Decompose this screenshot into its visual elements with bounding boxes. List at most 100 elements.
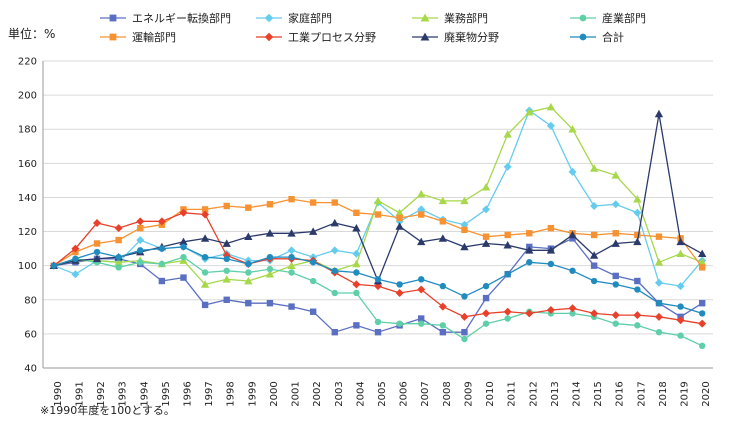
series-path [53,106,703,286]
data-point [114,224,123,233]
data-point [158,277,166,285]
data-point [265,229,275,237]
x-tick-label: 2018 [658,381,669,406]
x-tick-label: 2010 [485,381,496,406]
data-point [633,237,642,246]
y-tick-label: 60 [24,329,37,340]
y-tick-label: 140 [18,193,37,204]
data-point [504,270,511,278]
data-point [568,125,577,133]
legend-label: 工業プロセス分野 [288,31,376,44]
data-point [115,236,122,244]
series-path [53,212,703,325]
data-point [569,235,576,242]
x-tick-label: 2009 [463,381,474,406]
data-point [482,233,490,240]
y-tick-label: 100 [18,261,37,272]
data-point [374,328,382,336]
legend-label: エネルギー転換部門 [132,11,231,25]
data-point [568,304,577,313]
data-point [504,315,511,322]
data-point [158,245,166,252]
data-point [420,32,430,41]
data-point [438,196,447,205]
y-tick-label: 220 [18,57,37,68]
data-point [417,189,426,198]
legend-item: 家庭部門 [256,11,332,25]
data-point [698,264,706,271]
data-point [676,316,685,325]
data-point [417,237,426,246]
data-point [611,311,620,320]
data-point [331,328,338,336]
data-point [331,267,338,274]
data-point [93,240,101,247]
data-point [287,229,296,237]
data-point [655,233,663,240]
data-point [373,196,383,205]
x-tick-label: 2020 [701,381,712,406]
x-tick-label: 2002 [312,381,323,406]
x-tick-label: 2000 [269,381,280,406]
data-point [288,253,295,261]
data-point [395,208,404,217]
data-point [698,342,706,350]
data-point [547,224,555,232]
data-point [634,277,641,285]
data-point [677,332,684,339]
data-point [136,217,145,226]
data-point [418,211,425,218]
legend-label: 家庭部門 [288,11,332,25]
legend-item: 工業プロセス分野 [256,31,376,44]
y-tick-label: 160 [18,159,37,170]
data-point [93,248,101,256]
data-point [201,210,210,219]
data-point [420,13,430,22]
data-point [461,293,468,300]
data-point [201,253,209,261]
data-point [611,239,620,247]
legend-label: 廃棄物分野 [444,30,499,44]
data-point [223,296,230,303]
data-point [612,230,619,237]
data-point [93,219,102,228]
data-point [396,281,403,288]
series-layer [49,102,707,350]
data-point [223,202,230,210]
data-point [264,32,274,42]
data-point [109,33,117,41]
data-point [439,322,447,329]
data-point [330,218,339,227]
x-tick-label: 2013 [550,381,561,406]
data-point [460,312,469,321]
data-point [309,308,317,315]
data-point [266,299,274,307]
data-point [525,108,534,116]
x-tick-label: 1996 [182,381,193,406]
legend-item: エネルギー転換部門 [100,11,231,25]
legend-item: 合計 [570,30,624,44]
data-point [266,201,274,208]
data-point [698,299,706,307]
data-point [460,242,469,251]
data-point [157,217,166,226]
x-tick-label: 2007 [420,381,431,406]
data-point [137,224,144,232]
data-point [633,194,642,203]
data-point [353,269,360,276]
data-point [482,282,490,290]
data-point [589,164,599,172]
data-point [72,255,79,263]
y-tick-label: 120 [18,227,37,238]
data-point [481,239,491,247]
legend-label: 産業部門 [602,11,646,25]
data-point [374,276,382,283]
data-point [331,199,338,206]
data-point [503,241,512,249]
data-point [201,206,209,213]
data-point [264,13,274,23]
data-point [676,282,685,291]
x-tick-label: 1995 [161,381,172,406]
data-point [266,265,274,273]
